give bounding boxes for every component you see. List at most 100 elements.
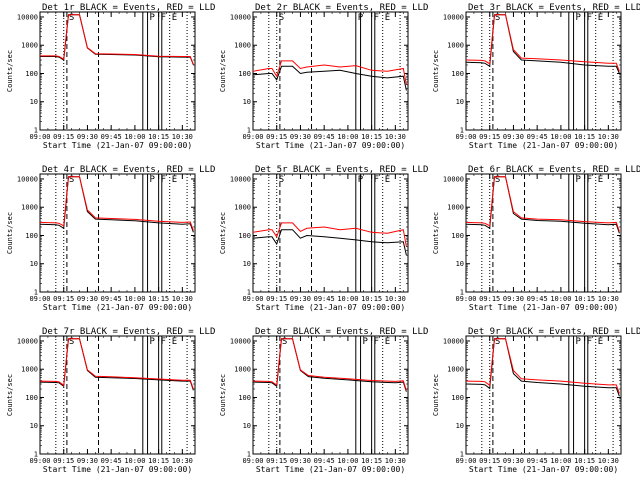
x-tick-label: 10:15 <box>361 133 382 141</box>
x-tick-label: 10:00 <box>337 457 358 465</box>
chart-title: Det 1r BLACK = Events, RED = LLD <box>42 3 215 13</box>
event-marker-label: F <box>587 337 592 347</box>
x-tick-label: 09:45 <box>527 457 548 465</box>
y-tick-label: 10 <box>456 260 464 268</box>
plot-frame <box>465 11 622 131</box>
series-line-events <box>253 65 407 91</box>
x-axis-label: Start Time (21-Jan-07 09:00:00) <box>256 465 405 474</box>
event-marker-label: F <box>587 13 592 23</box>
plot-frame <box>252 335 409 455</box>
x-tick-label: 10:15 <box>361 295 382 303</box>
x-tick-label: 09:15 <box>266 457 287 465</box>
event-marker-label: E <box>385 13 390 23</box>
plot-frame <box>465 173 622 293</box>
y-tick-label: 100 <box>238 394 251 402</box>
series-line-lld <box>466 338 620 394</box>
x-tick-label: 10:30 <box>172 133 193 141</box>
series-line-events <box>466 176 620 234</box>
y-tick-label: 1 <box>34 451 38 459</box>
x-tick-label: 10:30 <box>385 457 406 465</box>
y-tick-label: 100 <box>451 394 464 402</box>
x-tick-label: 10:15 <box>148 457 169 465</box>
x-tick-label: 10:30 <box>385 133 406 141</box>
y-tick-label: 10 <box>243 98 251 106</box>
event-marker-label: F <box>374 337 379 347</box>
event-marker-label: E <box>172 175 177 185</box>
x-tick-label: 09:45 <box>101 457 122 465</box>
chart-title: Det 3r BLACK = Events, RED = LLD <box>468 3 640 13</box>
x-tick-label: 10:30 <box>172 295 193 303</box>
event-marker-label: S <box>495 175 500 185</box>
y-tick-label: 10000 <box>17 13 38 21</box>
plot-frame <box>39 335 196 455</box>
x-tick-label: 09:30 <box>77 457 98 465</box>
event-marker-label: P <box>576 337 582 347</box>
x-tick-label: 09:45 <box>314 457 335 465</box>
x-tick-label: 09:00 <box>455 133 476 141</box>
series-line-lld <box>40 14 194 65</box>
event-marker-label: P <box>576 175 582 185</box>
x-tick-label: 10:00 <box>337 133 358 141</box>
event-marker-label: E <box>172 13 177 23</box>
x-tick-label: 10:15 <box>148 133 169 141</box>
y-axis-label: Counts/sec <box>219 374 227 416</box>
y-axis-label: Counts/sec <box>432 50 440 92</box>
y-tick-label: 100 <box>451 70 464 78</box>
plot-frame <box>39 173 196 293</box>
x-tick-label: 09:30 <box>503 295 524 303</box>
series-line-lld <box>466 176 620 232</box>
y-tick-label: 1000 <box>447 366 464 374</box>
y-tick-label: 10 <box>30 98 38 106</box>
event-marker-label: S <box>279 175 284 185</box>
y-tick-label: 1 <box>460 289 464 297</box>
x-axis-label: Start Time (21-Jan-07 09:00:00) <box>43 141 192 150</box>
series-line-events <box>40 14 194 66</box>
event-marker-label: F <box>374 13 379 23</box>
plot-frame <box>39 11 196 131</box>
x-tick-label: 09:00 <box>455 457 476 465</box>
y-axis-label: Counts/sec <box>6 374 14 416</box>
event-marker-label: E <box>598 175 603 185</box>
chart-panel-1: Det 1r BLACK = Events, RED = LLD 1 10 100 10… <box>6 3 215 150</box>
y-tick-label: 100 <box>25 394 38 402</box>
event-marker-label: F <box>161 337 166 347</box>
event-marker-label: S <box>279 13 284 23</box>
x-axis-label: Start Time (21-Jan-07 09:00:00) <box>469 465 618 474</box>
y-tick-label: 1000 <box>21 42 38 50</box>
y-tick-label: 10 <box>30 260 38 268</box>
x-tick-label: 09:30 <box>77 133 98 141</box>
event-marker-label: S <box>69 175 74 185</box>
event-marker-label: S <box>495 13 500 23</box>
y-tick-label: 10 <box>30 422 38 430</box>
plot-frame <box>465 335 622 455</box>
x-tick-label: 09:15 <box>479 295 500 303</box>
x-tick-label: 09:00 <box>29 295 50 303</box>
y-axis-label: Counts/sec <box>6 50 14 92</box>
chart-panel-5: Det 5r BLACK = Events, RED = LLD 1 10 100 10… <box>219 165 428 312</box>
y-tick-label: 10 <box>243 422 251 430</box>
series-line-lld <box>40 338 194 390</box>
y-tick-label: 1000 <box>21 366 38 374</box>
chart-panel-2: Det 2r BLACK = Events, RED = LLD 1 10 100 10… <box>219 3 428 150</box>
chart-title: Det 9r BLACK = Events, RED = LLD <box>468 327 640 337</box>
x-tick-label: 09:45 <box>527 133 548 141</box>
y-tick-label: 10000 <box>443 13 464 21</box>
x-tick-label: 09:00 <box>455 295 476 303</box>
x-tick-label: 10:00 <box>550 295 571 303</box>
y-tick-label: 10000 <box>230 175 251 183</box>
y-tick-label: 1000 <box>447 204 464 212</box>
y-axis-label: Counts/sec <box>432 374 440 416</box>
event-marker-label: E <box>598 13 603 23</box>
event-marker-label: F <box>587 175 592 185</box>
x-tick-label: 10:00 <box>550 133 571 141</box>
x-tick-label: 10:30 <box>385 295 406 303</box>
y-tick-label: 10000 <box>230 13 251 21</box>
x-tick-label: 10:00 <box>337 295 358 303</box>
x-tick-label: 09:15 <box>53 457 74 465</box>
event-marker-label: E <box>598 337 603 347</box>
x-tick-label: 09:30 <box>503 457 524 465</box>
x-tick-label: 09:00 <box>242 457 263 465</box>
y-axis-label: Counts/sec <box>432 212 440 254</box>
event-marker-label: P <box>150 13 156 23</box>
